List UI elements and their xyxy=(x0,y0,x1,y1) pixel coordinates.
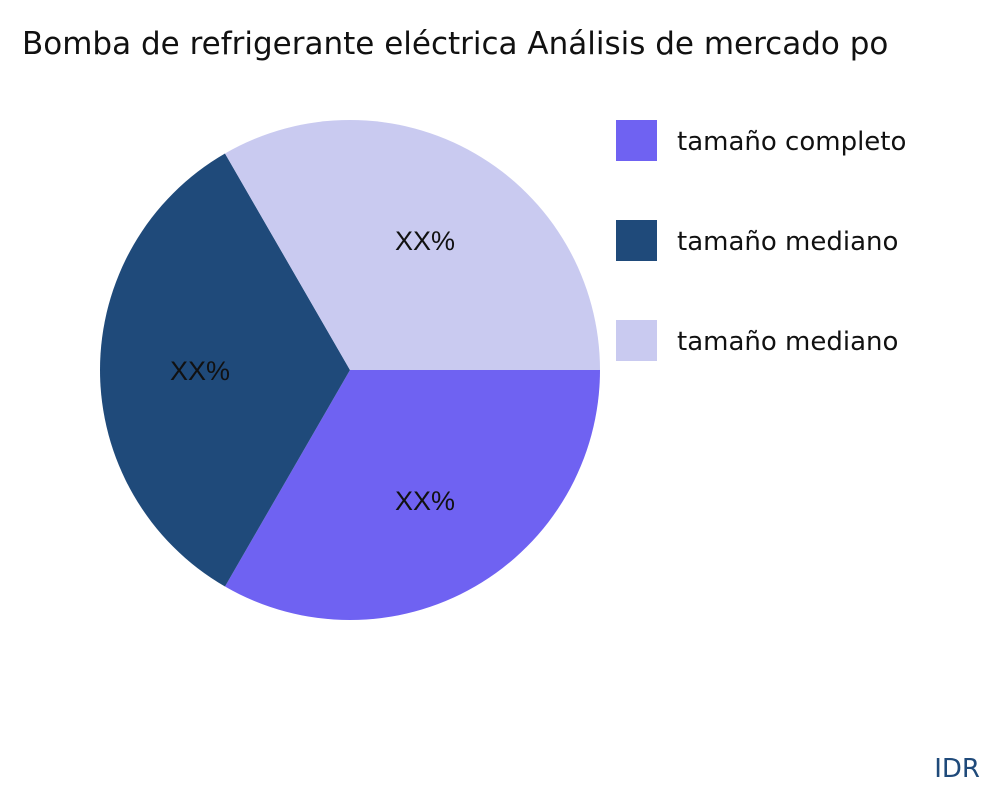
watermark-logo: IDR xyxy=(934,754,980,784)
slice-data-label: XX% xyxy=(395,226,455,256)
chart-title: Bomba de refrigerante eléctrica Análisis… xyxy=(22,26,889,62)
legend-swatch xyxy=(616,220,657,261)
slice-data-label: XX% xyxy=(395,486,455,516)
legend-label: tamaño mediano xyxy=(677,327,898,357)
pie-slice-0 xyxy=(225,370,600,620)
legend-swatch xyxy=(616,120,657,161)
legend-label: tamaño completo xyxy=(677,127,906,157)
legend-label: tamaño mediano xyxy=(677,227,898,257)
pie-slice-2 xyxy=(225,119,600,370)
legend-swatch xyxy=(616,320,657,361)
slice-data-label: XX% xyxy=(170,356,230,386)
